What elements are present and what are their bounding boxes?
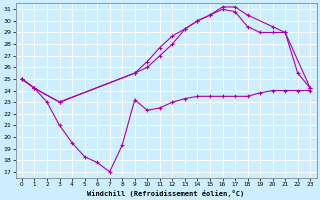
X-axis label: Windchill (Refroidissement éolien,°C): Windchill (Refroidissement éolien,°C) (87, 190, 245, 197)
